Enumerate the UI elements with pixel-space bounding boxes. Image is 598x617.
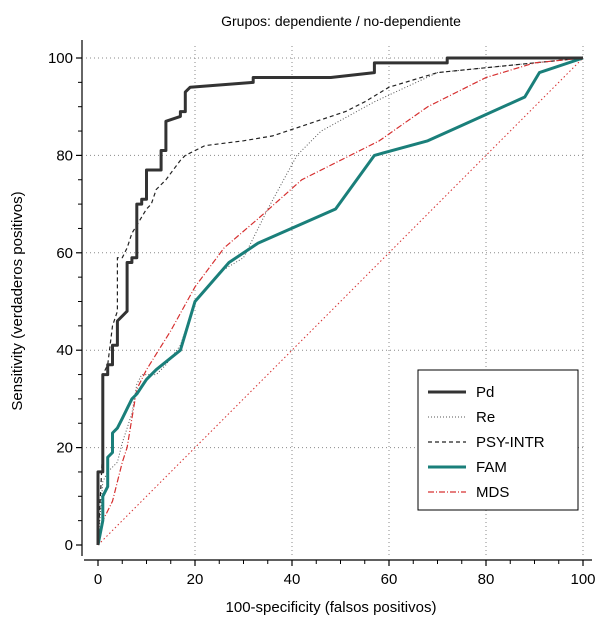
y-tick-label: 40 — [56, 342, 73, 359]
x-tick-label: 0 — [94, 571, 102, 588]
curve-reference-diagonal — [97, 57, 584, 546]
x-tick-label: 20 — [187, 571, 204, 588]
x-tick-label: 60 — [381, 571, 398, 588]
y-tick-label: 20 — [56, 440, 73, 457]
y-tick-label: 80 — [56, 147, 73, 164]
x-tick-label: 100 — [570, 571, 595, 588]
y-tick-label: 100 — [48, 50, 73, 67]
chart-title: Grupos: dependiente / no-dependiente — [221, 13, 461, 29]
axes: 0 20 40 60 80 100 0 20 40 60 80 100 — [48, 40, 596, 588]
roc-curves — [96, 56, 584, 546]
curve-mds — [97, 57, 584, 546]
legend-label-pd: Pd — [476, 384, 494, 401]
legend-label-re: Re — [476, 409, 495, 426]
y-tick-label: 0 — [65, 537, 73, 554]
x-axis-title: 100-specificity (falsos positivos) — [226, 599, 437, 616]
curve-pd — [96, 56, 583, 545]
x-tick-label: 40 — [284, 571, 301, 588]
y-tick-label: 60 — [56, 245, 73, 262]
legend-label-psy-intr: PSY-INTR — [476, 434, 545, 451]
legend-label-fam: FAM — [476, 459, 507, 476]
y-axis-title: Sensitivity (verdaderos positivos) — [9, 191, 26, 410]
curve-fam — [96, 56, 584, 546]
legend: Pd Re PSY-INTR FAM MDS — [417, 369, 579, 511]
curve-psy-intr — [97, 57, 584, 546]
legend-label-mds: MDS — [476, 484, 509, 501]
x-tick-label: 80 — [478, 571, 495, 588]
